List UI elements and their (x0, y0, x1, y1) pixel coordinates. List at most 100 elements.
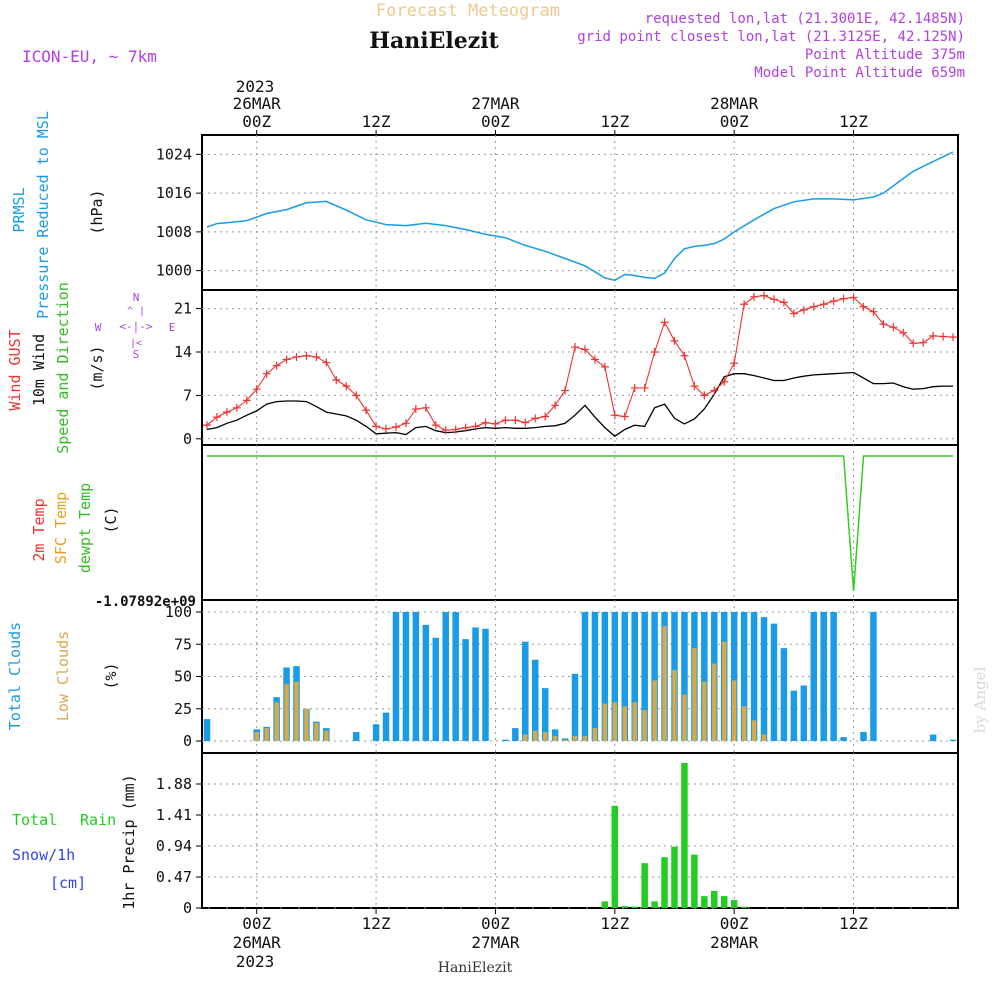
total-cloud-bar (840, 737, 847, 741)
wind-dir-label: Speed and Direction (54, 282, 72, 454)
dewpt-line (207, 455, 953, 592)
total-cloud-bar (541, 688, 549, 741)
precip-ytick-label: 0.94 (156, 837, 192, 855)
gust-marker (580, 345, 589, 354)
total-cloud-bar (701, 612, 708, 741)
rain-bar (720, 896, 728, 908)
compass-w: W (95, 321, 102, 334)
low-cloud-bar (284, 684, 289, 741)
gust-marker (441, 426, 450, 435)
total-cloud-bar (601, 612, 609, 741)
precip-ytick-label: 1.41 (156, 806, 192, 824)
gust-marker (879, 320, 888, 329)
low-cloud-bar (731, 680, 737, 741)
low-cloud-bar (533, 730, 538, 741)
panel-frame-4 (201, 752, 959, 909)
gust-marker (282, 355, 291, 364)
gust-marker (202, 421, 211, 430)
rain-bar (730, 900, 738, 908)
total-cloud-bar (641, 612, 648, 741)
rain-bar (641, 863, 648, 908)
pressure-ytick-label: 1008 (156, 223, 192, 241)
gust-marker (680, 351, 689, 360)
gust-marker (411, 405, 420, 414)
gust-marker (769, 295, 778, 304)
precip-rain-label: Rain (80, 811, 116, 829)
footer-station: HaniElezit (438, 960, 513, 976)
top-time-tick: 00Z (242, 112, 271, 131)
total-cloud-bar (750, 612, 758, 741)
gust-marker (451, 425, 460, 434)
point-altitude: Point Altitude 375m (805, 47, 965, 63)
wind-ytick-label: 21 (174, 300, 192, 318)
gust-marker (829, 297, 838, 306)
bottom-time-tick: 00Z (720, 914, 749, 933)
temp-unit: (C) (102, 506, 120, 533)
total-cloud-bar (531, 659, 539, 741)
pressure-ytick-label: 1024 (156, 145, 192, 163)
gust-marker (789, 309, 798, 318)
gust-marker (899, 328, 908, 337)
total-cloud-bar (372, 724, 380, 741)
temp-ytick-label: -1.07892e+09 (95, 594, 196, 610)
total-cloud-bar (442, 612, 449, 741)
low-cloud-bar (314, 722, 319, 741)
total-cloud-bar (551, 729, 559, 741)
clouds-ytick-label: 100 (165, 603, 192, 621)
gust-marker (620, 412, 629, 421)
gust-marker (222, 408, 231, 417)
total-cloud-bar (382, 712, 390, 741)
low-cloud-bar (662, 626, 667, 741)
low-cloud-bar (741, 706, 747, 741)
low-cloud-bar (702, 681, 707, 741)
gust-marker (710, 386, 719, 395)
low-cloud-bar (712, 663, 717, 741)
low-cloud-bar (552, 735, 558, 741)
clouds-low-label: Low Clouds (54, 631, 72, 721)
gust-marker (252, 385, 261, 394)
gust-marker (431, 421, 440, 430)
total-cloud-bar (502, 739, 509, 741)
gust-marker (511, 416, 520, 425)
low-cloud-bar (324, 730, 329, 741)
gust-marker (720, 377, 729, 386)
precip-cm-label: [cm] (50, 874, 86, 892)
total-cloud-bar (392, 612, 400, 741)
total-cloud-bar (860, 731, 867, 741)
gust-marker (700, 391, 709, 400)
top-time-tick: 00Z (720, 112, 749, 131)
bottom-time-tick: 12Z (839, 914, 868, 933)
wind-ytick-label: 14 (174, 343, 192, 361)
rain-bar (740, 906, 748, 908)
gust-marker (302, 351, 311, 360)
gust-marker (590, 355, 599, 364)
pressure-line (206, 151, 954, 282)
wind-gust-line (206, 295, 954, 431)
low-cloud-bar (274, 702, 279, 741)
gust-marker (919, 338, 928, 347)
low-cloud-bar (264, 728, 269, 741)
low-cloud-bar (642, 710, 647, 741)
total-cloud-bar (929, 734, 937, 741)
top-time-tick: 12Z (600, 112, 629, 131)
gust-marker (242, 396, 251, 405)
requested-coords: requested lon,lat (21.3001E, 42.1485N) (645, 11, 965, 27)
precip-total-label: Total (12, 811, 57, 829)
temp-dewpt-label: dewpt Temp (76, 483, 94, 573)
total-cloud-bar (760, 617, 768, 741)
low-cloud-bar (582, 735, 588, 741)
rain-bar (651, 901, 658, 908)
gust-marker (262, 369, 271, 378)
total-cloud-bar (611, 612, 619, 741)
low-cloud-bar (672, 670, 677, 741)
pressure-label-desc: Pressure Reduced to MSL (34, 111, 52, 319)
clouds-ytick-label: 25 (174, 700, 192, 718)
gridpoint-coords: grid point closest lon,lat (21.3125E, 42… (577, 29, 965, 45)
wind-gust-label: Wind GUST (6, 329, 24, 410)
bottom-date-label: 27MAR (471, 933, 520, 952)
total-cloud-bar (681, 612, 688, 741)
gust-marker (799, 305, 808, 314)
rain-bar (711, 890, 718, 908)
total-cloud-bar (830, 612, 837, 741)
